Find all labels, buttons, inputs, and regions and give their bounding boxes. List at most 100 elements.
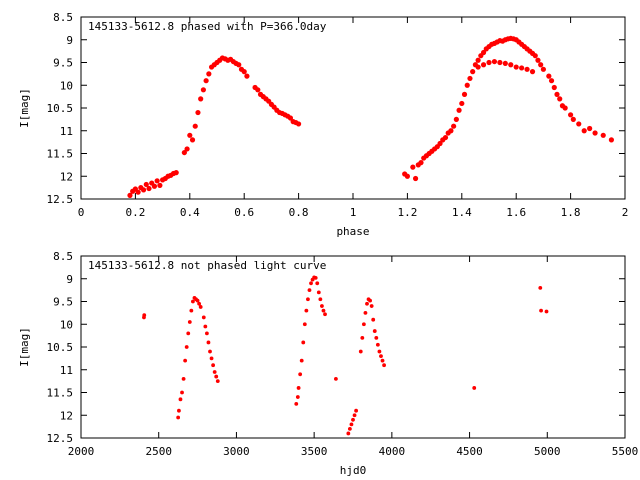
unphased-data-point — [544, 309, 549, 314]
phased-data-point — [480, 49, 487, 56]
phased-data-point — [502, 60, 508, 67]
phased-data-point — [410, 164, 416, 170]
phased-y-tick-label: 10.5 — [47, 102, 74, 115]
unphased-y-tick-label: 10.5 — [47, 341, 74, 354]
unphased-data-point — [208, 349, 212, 354]
unphased-x-tick-label: 3500 — [301, 445, 328, 458]
phased-data-point — [587, 125, 593, 132]
unphased-data-point — [358, 349, 363, 354]
phased-data-point — [151, 183, 158, 189]
phased-data-point — [475, 64, 481, 70]
phased-data-point — [127, 192, 133, 198]
unphased-light-curve-panel: 145133-5612.8 not phased light curve hjd… — [18, 250, 638, 477]
phased-x-tick-label: 0.6 — [234, 206, 254, 219]
phased-data-point — [519, 65, 525, 71]
unphased-y-tick-label: 9.5 — [53, 296, 73, 309]
unphased-y-axis-label: I[mag] — [18, 327, 31, 367]
unphased-data-point — [380, 358, 385, 363]
unphased-data-point — [347, 427, 352, 431]
phased-data-point — [475, 57, 481, 63]
phased-data-point — [184, 146, 190, 152]
unphased-data-point — [321, 308, 326, 313]
phased-data-point — [173, 170, 179, 176]
phased-y-tick-label: 10 — [60, 79, 73, 92]
phased-data-point — [187, 132, 193, 138]
unphased-plot-frame — [80, 255, 626, 439]
unphased-x-tick-label: 2500 — [145, 445, 172, 458]
phased-data-point — [464, 82, 470, 88]
phased-x-tick-label: 1.4 — [452, 206, 472, 219]
phased-data-point — [198, 96, 204, 102]
phased-data-point — [236, 62, 242, 68]
unphased-y-tick-label: 10 — [60, 318, 73, 331]
unphased-data-point — [375, 342, 380, 347]
unphased-data-point — [212, 370, 217, 374]
unphased-data-point — [215, 379, 220, 384]
phased-data-point — [244, 73, 250, 79]
phased-data-point — [486, 59, 492, 66]
phased-x-axis-label: phase — [336, 225, 369, 238]
phased-data-point — [135, 189, 141, 195]
phased-x-tick-label: 0.8 — [289, 206, 309, 219]
phased-data-point — [195, 109, 201, 116]
unphased-data-point — [304, 308, 309, 313]
unphased-data-point — [191, 299, 195, 304]
phased-data-point — [562, 105, 568, 111]
unphased-data-point — [360, 336, 365, 340]
phased-data-point — [529, 69, 536, 75]
unphased-data-point — [472, 386, 477, 390]
unphased-x-tick-label: 2000 — [68, 445, 95, 458]
phased-data-point — [608, 137, 615, 143]
phased-data-point — [470, 69, 476, 75]
unphased-data-point — [298, 372, 303, 377]
phased-data-point — [576, 121, 582, 127]
phased-y-tick-label: 9.5 — [53, 57, 73, 70]
unphased-data-point — [365, 301, 369, 306]
unphased-data-point — [306, 297, 310, 302]
unphased-data-point — [201, 315, 206, 320]
phased-data-point — [548, 78, 555, 84]
phased-data-point — [404, 173, 410, 179]
phased-plot-frame — [80, 16, 626, 200]
phased-data-point — [451, 123, 457, 129]
unphased-data-point — [178, 397, 183, 402]
phased-data-point — [491, 58, 498, 65]
phased-data-point — [255, 87, 261, 93]
phased-x-tick-label: 0.4 — [180, 206, 200, 219]
unphased-data-point — [204, 331, 209, 336]
unphased-data-point — [354, 408, 359, 413]
phased-x-tick-label: 2 — [622, 206, 629, 219]
phased-data-point — [442, 134, 449, 141]
unphased-data-point — [539, 308, 543, 313]
unphased-data-point — [183, 358, 188, 363]
unphased-data-point — [294, 401, 299, 406]
unphased-x-tick-label: 5500 — [612, 445, 639, 458]
phased-data-point — [467, 75, 473, 82]
phased-data-point — [456, 107, 462, 113]
unphased-data-point — [301, 340, 306, 345]
phased-y-axis-label: I[mag] — [18, 88, 31, 128]
phased-data-point — [592, 130, 598, 136]
phased-data-point — [513, 64, 519, 70]
phased-data-point — [600, 132, 606, 138]
phased-data-point — [296, 121, 302, 127]
phased-data-point — [241, 69, 247, 75]
unphased-y-tick-label: 12.5 — [47, 432, 74, 445]
unphased-data-point — [538, 285, 543, 290]
unphased-data-point — [186, 331, 191, 336]
phased-x-tick-label: 1.2 — [397, 206, 417, 219]
phased-data-point — [535, 57, 541, 63]
phased-data-point — [480, 62, 487, 68]
unphased-data-point — [334, 376, 338, 381]
unphased-data-point — [372, 329, 377, 333]
phased-y-tick-label: 11.5 — [47, 148, 74, 161]
phased-data-point — [546, 73, 552, 79]
unphased-y-tick-label: 11 — [60, 364, 73, 377]
phased-panel-title: 145133-5612.8 phased with P=366.0day — [88, 20, 327, 33]
unphased-x-tick-label: 4500 — [456, 445, 483, 458]
phased-data-point — [146, 185, 152, 192]
unphased-panel-title: 145133-5612.8 not phased light curve — [88, 259, 326, 272]
unphased-data-point — [299, 358, 304, 363]
unphased-data-point — [313, 275, 318, 280]
